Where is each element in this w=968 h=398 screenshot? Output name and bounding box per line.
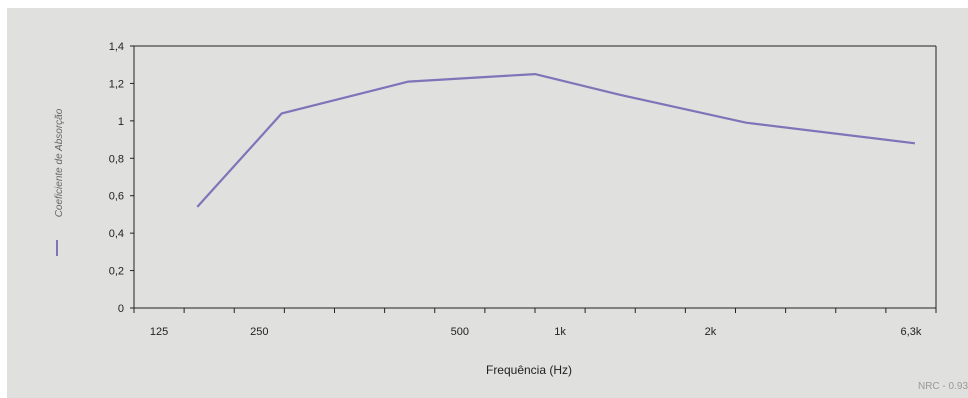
y-axis-title: Coeficiente de Absorção bbox=[54, 108, 65, 217]
x-tick-label: 500 bbox=[451, 326, 469, 338]
x-tick-label: 125 bbox=[150, 326, 168, 338]
y-tick-label: 0 bbox=[118, 303, 124, 315]
y-tick-label: 1 bbox=[118, 116, 124, 128]
y-tick-label: 1,2 bbox=[109, 78, 124, 90]
axes bbox=[133, 45, 937, 309]
y-ticks: 0 0,2 0,4 0,6 0,8 1 1,2 1,4 bbox=[109, 41, 134, 315]
chart-svg: 0 0,2 0,4 0,6 0,8 1 1,2 1,4 125 250 500 1k 2k 6,3k F… bbox=[54, 41, 968, 392]
x-tick-label: 1k bbox=[554, 326, 566, 338]
y-tick-label: 0,8 bbox=[109, 153, 124, 165]
y-tick-label: 0,4 bbox=[109, 228, 124, 240]
nrc-note: NRC - 0.93 bbox=[918, 381, 968, 392]
x-tick-label: 2k bbox=[705, 326, 717, 338]
series-layer bbox=[196, 73, 916, 208]
y-tick-label: 0,6 bbox=[109, 191, 124, 203]
y-tick-label: 0,2 bbox=[109, 266, 124, 278]
x-ticks: 125 250 500 1k 2k 6,3k bbox=[133, 308, 937, 338]
series-line bbox=[196, 73, 916, 208]
x-tick-label: 6,3k bbox=[901, 326, 922, 338]
chart-panel: 0 0,2 0,4 0,6 0,8 1 1,2 1,4 125 250 500 1k 2k 6,3k F… bbox=[7, 8, 968, 398]
x-axis-title: Frequência (Hz) bbox=[486, 363, 572, 377]
legend-swatch bbox=[56, 240, 58, 256]
x-tick-label: 250 bbox=[250, 326, 268, 338]
y-tick-label: 1,4 bbox=[109, 41, 124, 53]
